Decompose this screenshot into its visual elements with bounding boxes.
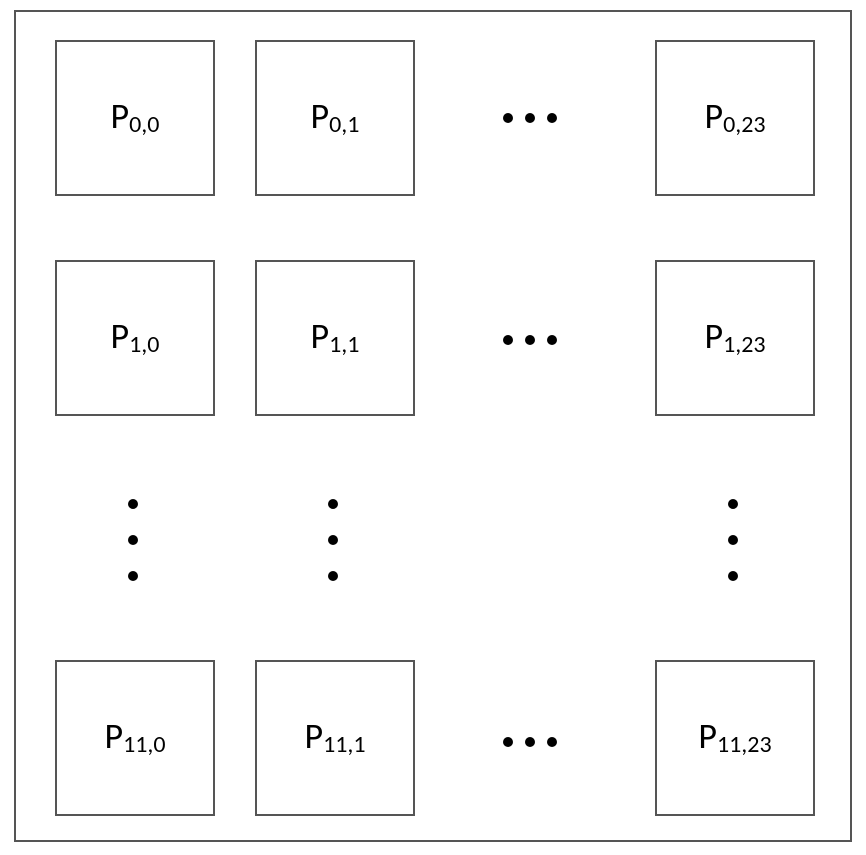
ellipsis-dot <box>128 571 138 581</box>
cell-label-base: P <box>111 314 130 358</box>
ellipsis-dot <box>547 737 557 747</box>
ellipsis-dot <box>128 535 138 545</box>
ellipsis-dot <box>525 335 535 345</box>
ellipsis-dot <box>503 737 513 747</box>
cell-label: P11,0 <box>104 718 165 757</box>
ellipsis-dot <box>547 335 557 345</box>
grid-cell: P1,0 <box>55 260 215 416</box>
ellipsis-dot <box>328 499 338 509</box>
cell-label-subscript: 0,0 <box>129 111 159 140</box>
cell-label-subscript: 11,0 <box>123 731 165 760</box>
cell-label-subscript: 1,23 <box>723 331 765 360</box>
cell-label: P0,0 <box>111 98 160 137</box>
cell-label-base: P <box>311 314 330 358</box>
cell-label-base: P <box>704 94 723 138</box>
cell-label: P11,23 <box>698 718 771 757</box>
ellipsis-vertical <box>328 499 338 581</box>
ellipsis-horizontal <box>503 335 557 345</box>
cell-label-subscript: 1,0 <box>129 331 159 360</box>
cell-label-base: P <box>111 94 130 138</box>
cell-label: P0,1 <box>311 98 360 137</box>
ellipsis-dot <box>128 499 138 509</box>
grid-cell: P11,1 <box>255 660 415 816</box>
grid-cell: P1,23 <box>655 260 815 416</box>
grid-cell: P1,1 <box>255 260 415 416</box>
cell-label-subscript: 1,1 <box>329 331 359 360</box>
cell-label-base: P <box>704 314 723 358</box>
grid-cell: P0,1 <box>255 40 415 196</box>
ellipsis-vertical <box>728 499 738 581</box>
ellipsis-dot <box>728 535 738 545</box>
cell-label-subscript: 0,1 <box>329 111 359 140</box>
grid-cell: P0,23 <box>655 40 815 196</box>
ellipsis-dot <box>328 535 338 545</box>
ellipsis-dot <box>728 571 738 581</box>
ellipsis-dot <box>328 571 338 581</box>
cell-label: P11,1 <box>304 718 365 757</box>
cell-label-subscript: 11,1 <box>323 731 365 760</box>
ellipsis-dot <box>503 335 513 345</box>
cell-label-base: P <box>304 714 323 758</box>
cell-label: P1,23 <box>704 318 765 357</box>
ellipsis-horizontal <box>503 737 557 747</box>
ellipsis-dot <box>503 113 513 123</box>
ellipsis-dot <box>525 737 535 747</box>
ellipsis-horizontal <box>503 113 557 123</box>
cell-label: P1,1 <box>311 318 360 357</box>
cell-label-base: P <box>104 714 123 758</box>
cell-label-subscript: 0,23 <box>723 111 765 140</box>
ellipsis-dot <box>525 113 535 123</box>
cell-label: P1,0 <box>111 318 160 357</box>
cell-label: P0,23 <box>704 98 765 137</box>
ellipsis-dot <box>728 499 738 509</box>
grid-cell: P11,0 <box>55 660 215 816</box>
grid-cell: P0,0 <box>55 40 215 196</box>
grid-cell: P11,23 <box>655 660 815 816</box>
cell-label-base: P <box>311 94 330 138</box>
diagram-canvas: P0,0P0,1P0,23P1,0P1,1P1,23P11,0P11,1P11,… <box>0 0 866 855</box>
cell-label-base: P <box>698 714 717 758</box>
cell-label-subscript: 11,23 <box>717 731 772 760</box>
ellipsis-vertical <box>128 499 138 581</box>
ellipsis-dot <box>547 113 557 123</box>
